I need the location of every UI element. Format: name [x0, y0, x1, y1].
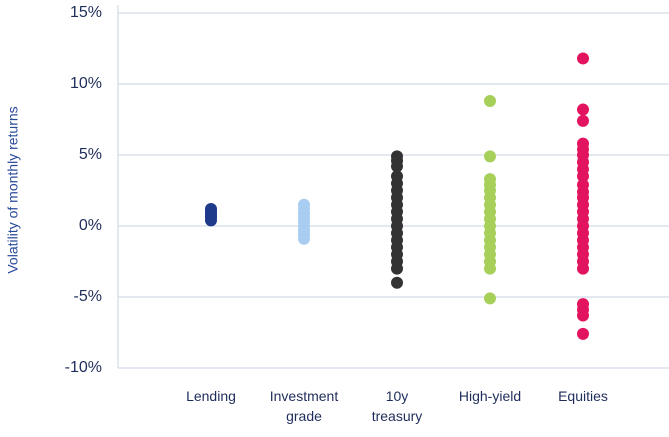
y-tick-label: 0% [79, 217, 102, 234]
dot [298, 232, 310, 245]
dot [577, 309, 589, 322]
y-axis-label: Volatility of monthly returns [5, 106, 21, 273]
x-tick-label: 10y treasury [371, 388, 423, 424]
dot [484, 262, 496, 275]
dot [484, 95, 496, 108]
y-tick-label: 15% [70, 4, 102, 21]
y-tick-label: 10% [70, 75, 102, 92]
y-tick-label: -10% [65, 359, 102, 376]
dot [205, 214, 217, 227]
dot [577, 52, 589, 65]
x-tick-label: High-yield [458, 388, 522, 404]
x-tick-label: Lending [186, 388, 236, 404]
dot [391, 262, 403, 275]
x-tick-label: Investment grade [269, 388, 339, 424]
dot [577, 103, 589, 116]
y-tick-label: 5% [79, 146, 102, 163]
y-tick-label: -5% [74, 288, 102, 305]
dot [577, 262, 589, 275]
dot [484, 292, 496, 305]
dot [577, 170, 589, 183]
dot [577, 327, 589, 340]
dot [484, 150, 496, 163]
dot [391, 160, 403, 173]
x-tick-label: Equities [558, 388, 608, 404]
dot [577, 114, 589, 127]
dot [391, 276, 403, 289]
